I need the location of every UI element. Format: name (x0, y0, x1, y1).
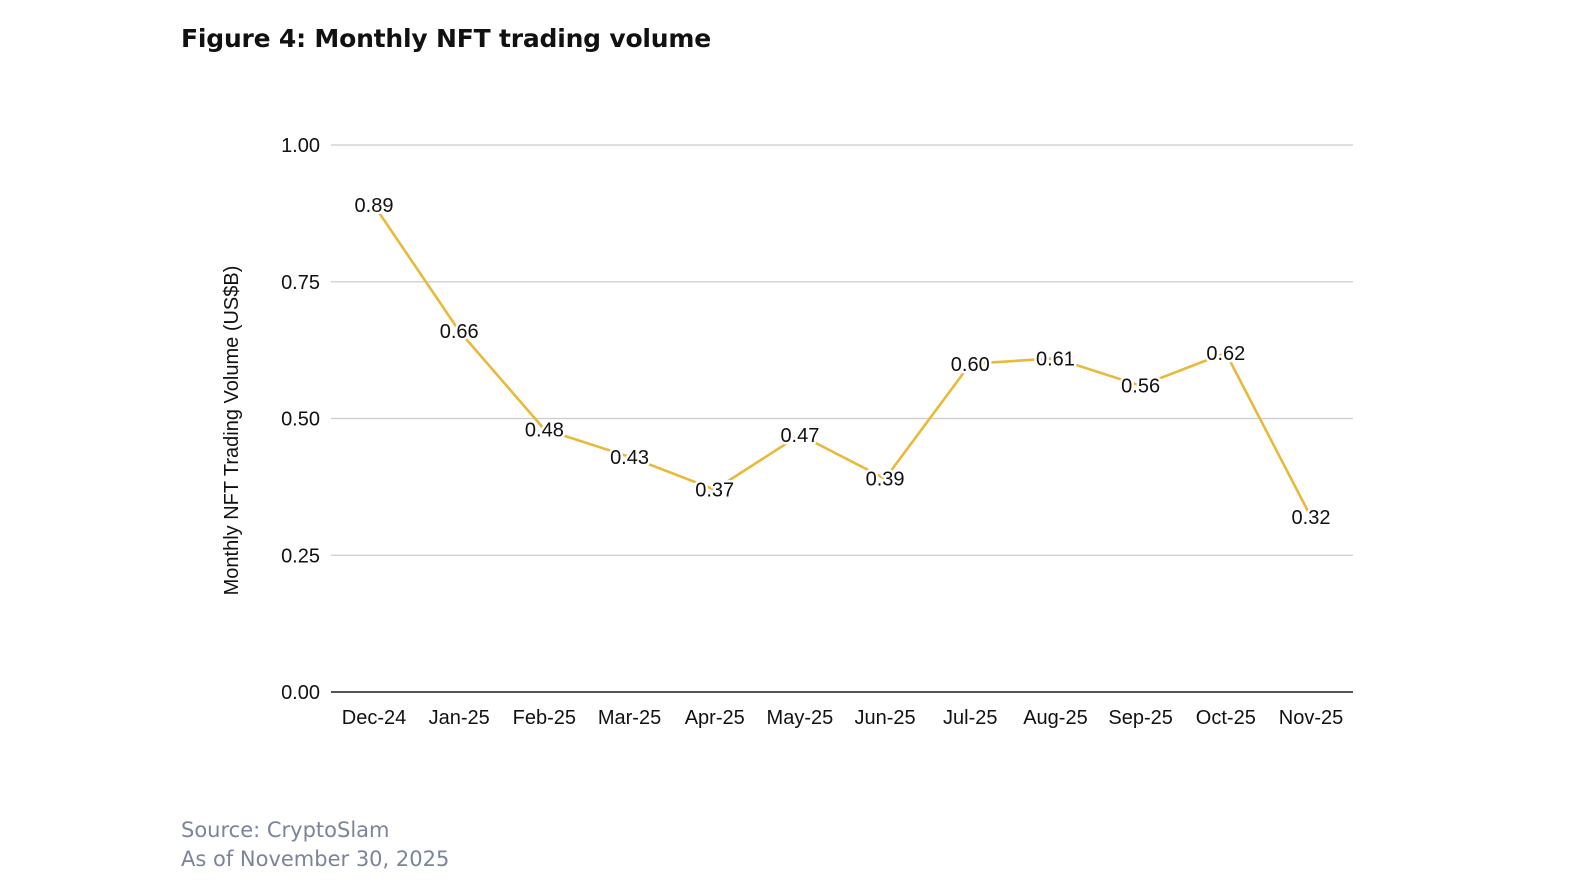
x-tick-label: Apr-25 (685, 707, 745, 729)
data-label: 0.47 (780, 425, 819, 447)
x-tick-label: Mar-25 (598, 707, 661, 729)
y-axis-title: Monthly NFT Trading Volume (US$B) (221, 266, 243, 596)
x-tick-label: Sep-25 (1108, 707, 1173, 729)
data-label: 0.89 (355, 195, 394, 217)
x-tick-labels: Dec-24 Jan-25 Feb-25 Mar-25 Apr-25 May-25 Jun-… (342, 707, 1343, 729)
y-tick-label: 0.25 (281, 545, 320, 567)
x-tick-label: Nov-25 (1279, 707, 1343, 729)
data-labels: 0.89 0.66 0.48 0.43 0.37 0.47 0.39 0.60 0.61 0.56… (352, 193, 1333, 532)
data-label: 0.61 (1036, 348, 1075, 370)
y-tick-label: 1.00 (281, 135, 320, 157)
source-note: Source: CryptoSlam (181, 818, 390, 842)
x-tick-label: Aug-25 (1023, 707, 1088, 729)
data-label: 0.39 (866, 469, 905, 491)
x-tick-label: Feb-25 (513, 707, 576, 729)
series-line (372, 204, 1313, 518)
data-label: 0.60 (951, 354, 990, 376)
y-tick-label: 0.00 (281, 682, 320, 704)
data-label: 0.48 (525, 419, 564, 441)
x-tick-label: Jul-25 (943, 707, 997, 729)
gridlines (331, 144, 1353, 556)
figure-footer: Source: CryptoSlam As of November 30, 20… (181, 816, 449, 874)
x-tick-label: May-25 (767, 707, 834, 729)
data-label: 0.32 (1292, 507, 1331, 529)
y-tick-label: 0.50 (281, 409, 320, 431)
x-tick-label: Oct-25 (1196, 707, 1256, 729)
x-tick-label: Dec-24 (342, 707, 406, 729)
data-label: 0.43 (610, 447, 649, 469)
data-label: 0.66 (440, 321, 479, 343)
y-tick-label: 0.75 (281, 272, 320, 294)
x-tick-label: Jun-25 (855, 707, 916, 729)
data-label: 0.62 (1206, 343, 1245, 365)
data-label: 0.56 (1121, 376, 1160, 398)
series-line-group (372, 204, 1313, 518)
figure-title: Figure 4: Monthly NFT trading volume (181, 24, 712, 53)
data-label: 0.37 (695, 480, 734, 502)
as-of-note: As of November 30, 2025 (181, 847, 450, 871)
x-tick-label: Jan-25 (429, 707, 490, 729)
y-tick-labels: 0.00 0.25 0.50 0.75 1.00 (281, 135, 320, 704)
